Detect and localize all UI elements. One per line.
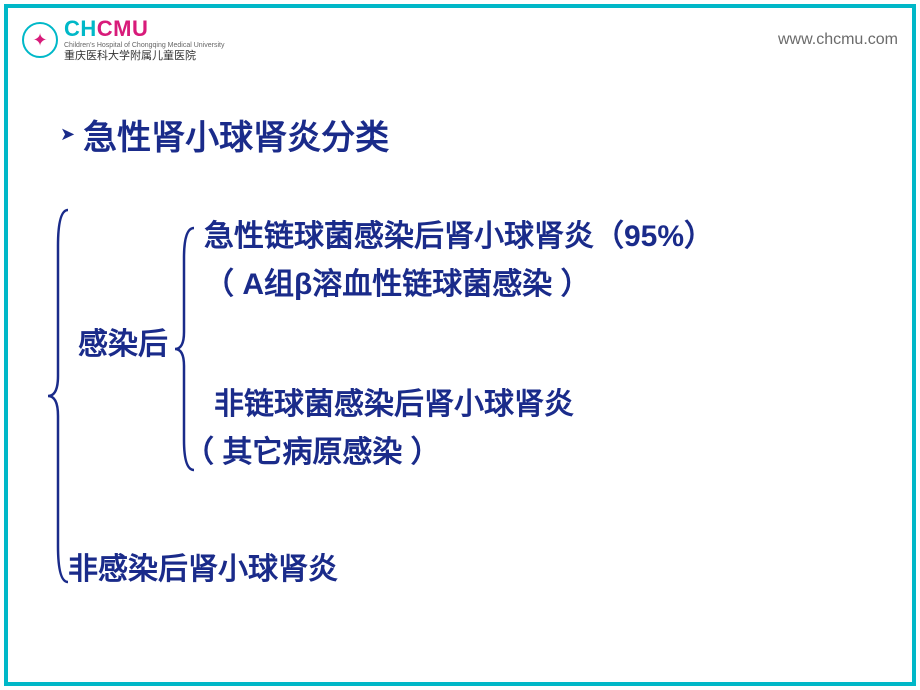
logo-icon: ✦ bbox=[22, 22, 58, 58]
logo-part1: CH bbox=[64, 16, 97, 41]
logo: ✦ CHCMU Children's Hospital of Chongqing… bbox=[22, 18, 224, 62]
logo-sub-cn: 重庆医科大学附属儿童医院 bbox=[64, 51, 224, 62]
logo-text: CHCMU Children's Hospital of Chongqing M… bbox=[64, 18, 224, 62]
header-url: www.chcmu.com bbox=[778, 31, 898, 49]
logo-part2: CMU bbox=[97, 16, 149, 41]
level2-nonstrep-line2: （ 其它病原感染 ） bbox=[184, 432, 441, 474]
slide-header: ✦ CHCMU Children's Hospital of Chongqing… bbox=[22, 18, 898, 62]
title-row: ➤ 急性肾小球肾炎分类 bbox=[60, 110, 870, 159]
logo-sub-en: Children's Hospital of Chongqing Medical… bbox=[64, 42, 224, 49]
hierarchy-tree: 感染后 非感染后肾小球肾炎 急性链球菌感染后肾小球肾炎（95%） （ A组β溶血… bbox=[50, 194, 870, 614]
level2-strep-line1: 急性链球菌感染后肾小球肾炎（95%） bbox=[204, 216, 714, 258]
level1-noninfected: 非感染后肾小球肾炎 bbox=[68, 549, 338, 591]
logo-main: CHCMU bbox=[64, 18, 224, 40]
level2-nonstrep-line1: 非链球菌感染后肾小球肾炎 bbox=[214, 384, 574, 426]
slide-content: ➤ 急性肾小球肾炎分类 感染后 非感染后肾小球肾炎 急性链球菌感染后肾小球肾炎（… bbox=[50, 110, 870, 614]
level2-strep-line2: （ A组β溶血性链球菌感染 ） bbox=[204, 264, 591, 306]
chevron-icon: ➤ bbox=[60, 124, 75, 145]
level1-infected: 感染后 bbox=[78, 324, 168, 366]
slide-title: 急性肾小球肾炎分类 bbox=[83, 110, 389, 159]
logo-mark-icon: ✦ bbox=[30, 30, 50, 50]
